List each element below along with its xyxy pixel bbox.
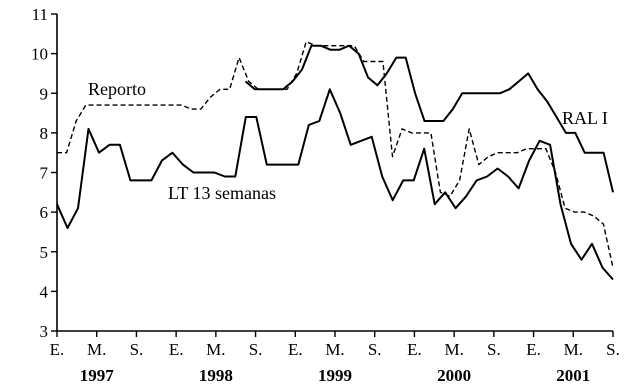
x-tick-label-13: M. [564, 340, 583, 359]
x-tick-label-7: M. [325, 340, 344, 359]
series-line-reporto [57, 41, 614, 268]
y-tick-label-6: 6 [40, 203, 49, 222]
x-tick-label-14: S. [606, 340, 620, 359]
y-tick-label-4: 4 [40, 282, 49, 301]
year-label-1998: 1998 [199, 366, 233, 385]
y-tick-label-7: 7 [40, 164, 49, 183]
x-tick-label-9: E. [407, 340, 422, 359]
x-tick-label-2: S. [130, 340, 144, 359]
year-label-2000: 2000 [437, 366, 471, 385]
x-axis: E. M. S. E. M. S. E. M. S. E. M. S. E. M. S. 1997 1998 19… [50, 330, 620, 385]
series-line-ral-i [244, 44, 614, 193]
x-tick-label-12: E. [526, 340, 541, 359]
series-layer [56, 41, 614, 281]
year-label-1999: 1999 [318, 366, 352, 385]
y-tick-label-8: 8 [40, 124, 49, 143]
x-tick-label-8: S. [368, 340, 382, 359]
x-tick-label-4: M. [206, 340, 225, 359]
x-tick-label-1: M. [87, 340, 106, 359]
year-label-2001: 2001 [556, 366, 590, 385]
y-tick-label-11: 11 [32, 5, 48, 24]
y-tick-label-10: 10 [31, 45, 48, 64]
y-axis: 3 4 5 6 7 8 9 10 11 [31, 5, 58, 341]
label-ral-i: RAL I [562, 108, 608, 128]
x-tick-label-10: M. [444, 340, 463, 359]
y-tick-label-9: 9 [40, 84, 49, 103]
series-line-lt-13-semanas [56, 88, 614, 281]
x-tick-label-0: E. [50, 340, 65, 359]
x-tick-label-5: S. [249, 340, 263, 359]
label-reporto: Reporto [88, 79, 146, 99]
label-lt-13-semanas: LT 13 semanas [168, 183, 276, 203]
x-tick-label-11: S. [487, 340, 501, 359]
x-tick-label-6: E. [288, 340, 303, 359]
x-tick-label-3: E. [169, 340, 184, 359]
y-tick-label-3: 3 [40, 322, 49, 341]
year-label-1997: 1997 [80, 366, 115, 385]
y-tick-label-5: 5 [40, 243, 49, 262]
